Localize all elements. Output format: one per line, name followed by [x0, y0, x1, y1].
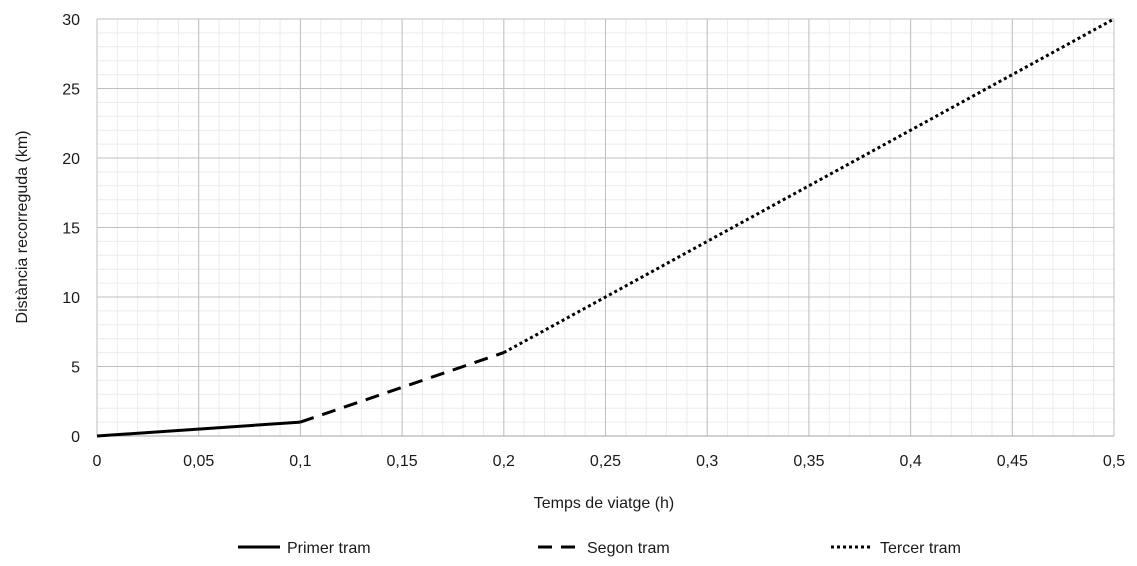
legend-label: Primer tram — [287, 540, 371, 557]
y-tick-label: 0 — [71, 429, 80, 446]
y-tick-label: 15 — [62, 221, 80, 238]
y-tick-label: 10 — [62, 290, 80, 307]
x-tick-label: 0 — [93, 453, 102, 470]
legend-item: Primer tram — [238, 540, 371, 557]
x-tick-label: 0,25 — [590, 453, 621, 470]
x-tick-label: 0,15 — [387, 453, 418, 470]
legend-item: Segon tram — [538, 540, 670, 557]
major-gridlines — [96, 18, 1115, 437]
legend-label: Segon tram — [587, 540, 670, 557]
y-tick-label: 5 — [71, 360, 80, 377]
x-tick-labels: 0 0,05 0,1 0,15 0,2 0,25 0,3 0,35 0,4 0,45 0,5 — [93, 453, 1126, 470]
x-tick-label: 0,4 — [899, 453, 921, 470]
x-axis-title: Temps de viatge (h) — [534, 495, 675, 512]
series-lines — [96, 17, 1115, 438]
series-line-3 — [503, 17, 1115, 354]
series-line-2 — [299, 351, 505, 424]
y-axis-title: Distància recorreguda (km) — [14, 131, 31, 324]
x-tick-label: 0,45 — [997, 453, 1028, 470]
y-tick-label: 30 — [62, 12, 80, 29]
x-tick-label: 0,05 — [183, 453, 214, 470]
legend-item: Tercer tram — [831, 540, 961, 557]
y-tick-labels: 0 5 10 15 20 25 30 — [62, 12, 80, 446]
legend: Primer tram Segon tram Tercer tram — [238, 540, 961, 557]
x-tick-label: 0,3 — [696, 453, 718, 470]
series-line-1 — [96, 420, 301, 438]
x-tick-label: 0,35 — [793, 453, 824, 470]
x-tick-label: 0,2 — [493, 453, 515, 470]
y-tick-label: 20 — [62, 151, 80, 168]
x-tick-label: 0,1 — [289, 453, 311, 470]
x-tick-label: 0,5 — [1103, 453, 1125, 470]
y-tick-label: 25 — [62, 82, 80, 99]
legend-label: Tercer tram — [880, 540, 961, 557]
